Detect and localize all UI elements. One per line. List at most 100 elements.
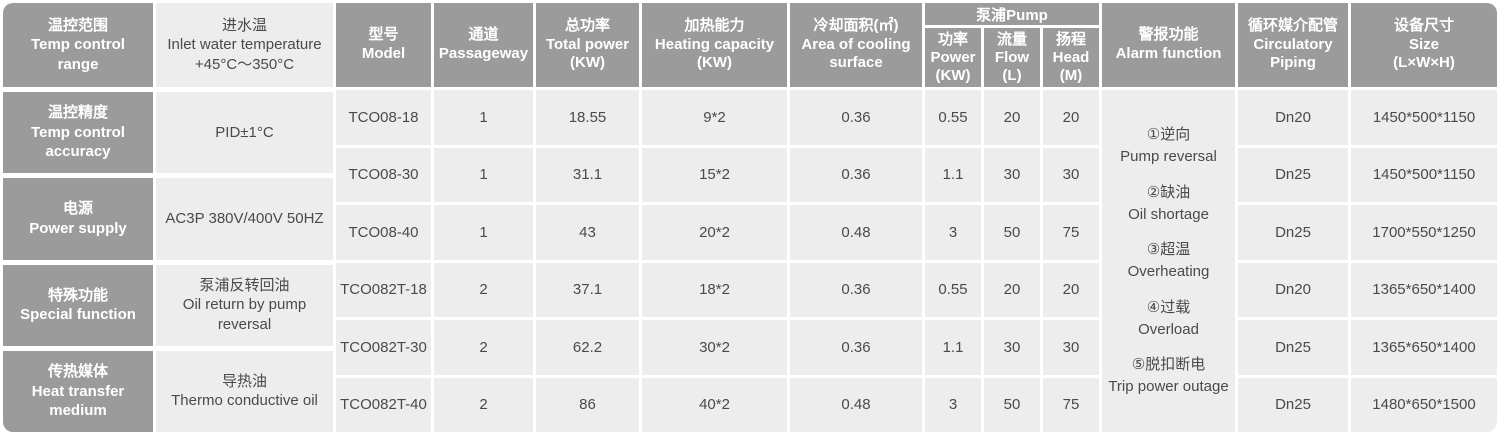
column-pump-power: 功率 Power (KW) 0.55 1.1 3 0.55 1.1 3	[925, 28, 981, 432]
header-en: Size	[1408, 35, 1439, 53]
cell-total-power-row2: 31.1	[536, 147, 639, 202]
cell-pump-head-row6: 75	[1043, 377, 1099, 432]
cell-heating-row6: 40*2	[642, 377, 787, 432]
alarm-item-5: ⑤脱扣断电 Trip power outage	[1108, 354, 1228, 398]
alarm-item-en: Oil shortage	[1128, 205, 1209, 223]
left-label-temp-control-range: 温控范围 Temp control range	[3, 3, 153, 87]
col-header-model: 型号 Model	[336, 3, 431, 87]
header-en: Heating capacity	[654, 35, 775, 53]
cell-size-row1: 1450*500*1150	[1351, 90, 1497, 145]
cell-heating-row3: 20*2	[642, 205, 787, 260]
col-header-size: 设备尺寸 Size (L×W×H)	[1351, 3, 1497, 87]
cell-pump-power-row4: 0.55	[925, 262, 981, 317]
header-zh: 总功率	[564, 16, 610, 34]
cell-cooling-row2: 0.36	[790, 147, 922, 202]
alarm-item-en: Pump reversal	[1120, 148, 1217, 165]
model-spec-table: 型号 Model TCO08-18 TCO08-30 TCO08-40 TCO082T…	[336, 3, 1497, 432]
cell-pump-head-row3: 75	[1043, 205, 1099, 260]
cell-pump-flow-row2: 30	[984, 147, 1040, 202]
header-zh: 冷却面积(㎡)	[813, 16, 899, 34]
header-zh: 扬程	[1055, 30, 1086, 48]
header-zh: 循环媒介配管	[1247, 16, 1338, 34]
cell-piping-row5: Dn25	[1238, 320, 1348, 375]
cell-cooling-row4: 0.36	[790, 262, 922, 317]
alarm-item-en: Overheating	[1127, 263, 1210, 280]
left-info-panel: 温控范围 Temp control range 进水温 Inlet water t…	[3, 3, 333, 432]
header-unit: (M)	[1059, 66, 1083, 84]
cell-pump-power-row1: 0.55	[925, 90, 981, 145]
left-value-heat-transfer-medium: 导热油 Thermo conductive oil	[156, 350, 333, 432]
cell-cooling-row6: 0.48	[790, 377, 922, 432]
column-alarm-function: 警报功能 Alarm function ①逆向 Pump reversal ②缺油 O…	[1102, 3, 1235, 432]
col-header-total-power: 总功率 Total power (KW)	[536, 3, 639, 87]
cell-passageway-row1: 1	[434, 90, 533, 145]
alarm-item-1: ①逆向 Pump reversal	[1120, 124, 1217, 168]
label-en: Special function	[20, 306, 136, 324]
label-en: Temp control accuracy	[31, 123, 125, 161]
col-header-circulatory-piping: 循环媒介配管 Circulatory Piping	[1238, 3, 1348, 87]
left-value-power-supply: AC3P 380V/400V 50HZ	[156, 178, 333, 260]
header-zh: 警报功能	[1138, 26, 1199, 44]
header-zh: 加热能力	[684, 16, 745, 34]
column-heating-capacity: 加热能力 Heating capacity (KW) 9*2 15*2 20*2 18…	[642, 3, 787, 432]
column-size: 设备尺寸 Size (L×W×H) 1450*500*1150 1450*500*…	[1351, 3, 1497, 432]
header-en: Passageway	[438, 45, 529, 62]
pump-subcolumns: 功率 Power (KW) 0.55 1.1 3 0.55 1.1 3 流量 Flow (…	[925, 28, 1099, 432]
cell-heating-row2: 15*2	[642, 147, 787, 202]
col-header-alarm-function: 警报功能 Alarm function	[1102, 3, 1235, 87]
left-value-special-function: 泵浦反转回油 Oil return by pump reversal	[156, 264, 333, 346]
cell-cooling-row1: 0.36	[790, 90, 922, 145]
cell-model-row1: TCO08-18	[336, 90, 431, 145]
left-row-heat-transfer-medium: 传热媒体 Heat transfer medium 导热油 Thermo cond…	[3, 350, 333, 432]
header-en: Total power	[545, 35, 630, 53]
header-zh: 功率	[937, 30, 968, 48]
cell-total-power-row4: 37.1	[536, 262, 639, 317]
value-line: Inlet water temperature	[167, 36, 322, 54]
alarm-cell: ①逆向 Pump reversal ②缺油 Oil shortage ③超温 Overhe…	[1102, 90, 1235, 432]
cell-model-row3: TCO08-40	[336, 205, 431, 260]
header-unit: (L×W×H)	[1393, 54, 1455, 72]
left-row-power-supply: 电源 Power supply AC3P 380V/400V 50HZ	[3, 178, 333, 260]
cell-total-power-row6: 86	[536, 377, 639, 432]
header-zh: 通道	[468, 26, 499, 44]
cell-size-row5: 1365*650*1400	[1351, 320, 1497, 375]
alarm-item-zh: ⑤脱扣断电	[1131, 356, 1206, 374]
col-header-pump-power: 功率 Power (KW)	[925, 28, 981, 87]
cell-piping-row1: Dn20	[1238, 90, 1348, 145]
label-en: Power supply	[29, 219, 127, 237]
cell-passageway-row5: 2	[434, 320, 533, 375]
cell-pump-head-row4: 20	[1043, 262, 1099, 317]
alarm-item-zh: ③超温	[1146, 241, 1191, 259]
cell-piping-row6: Dn25	[1238, 377, 1348, 432]
header-en: Head	[1052, 48, 1090, 66]
label-zh: 特殊功能	[47, 286, 108, 304]
value-line: AC3P 380V/400V 50HZ	[165, 210, 324, 228]
left-row-special-function: 特殊功能 Special function 泵浦反转回油 Oil return b…	[3, 264, 333, 346]
cell-model-row6: TCO082T-40	[336, 377, 431, 432]
col-header-cooling-area: 冷却面积(㎡) Area of cooling surface	[790, 3, 922, 87]
cell-passageway-row4: 2	[434, 262, 533, 317]
cell-size-row6: 1480*650*1500	[1351, 377, 1497, 432]
alarm-item-zh: ②缺油	[1146, 183, 1191, 201]
header-zh: 型号	[368, 26, 399, 44]
cell-pump-power-row5: 1.1	[925, 320, 981, 375]
header-zh: 流量	[996, 30, 1027, 48]
label-zh: 传热媒体	[47, 363, 108, 381]
header-en: Power	[930, 48, 976, 66]
value-line: Oil return by pump reversal	[182, 296, 307, 333]
left-label-power-supply: 电源 Power supply	[3, 178, 153, 260]
header-en: Area of cooling surface	[801, 35, 911, 72]
cell-piping-row4: Dn20	[1238, 262, 1348, 317]
cell-pump-flow-row3: 50	[984, 205, 1040, 260]
column-cooling-area: 冷却面积(㎡) Area of cooling surface 0.36 0.36…	[790, 3, 922, 432]
header-en: Flow	[994, 48, 1030, 66]
cell-heating-row1: 9*2	[642, 90, 787, 145]
cell-piping-row3: Dn25	[1238, 205, 1348, 260]
cell-pump-flow-row1: 20	[984, 90, 1040, 145]
value-line: 泵浦反转回油	[199, 276, 290, 294]
label-zh: 电源	[62, 200, 93, 218]
cell-pump-flow-row4: 20	[984, 262, 1040, 317]
alarm-item-zh: ④过载	[1146, 298, 1191, 316]
